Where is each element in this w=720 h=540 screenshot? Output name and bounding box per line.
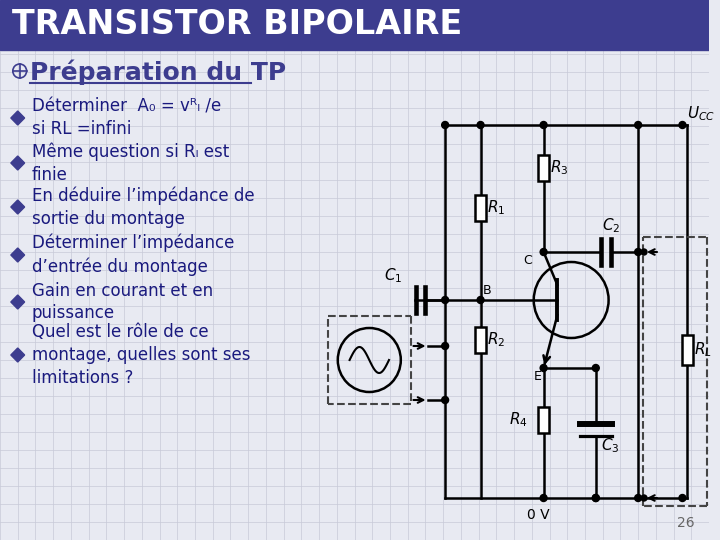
Text: Quel est le rôle de ce
montage, quelles sont ses
limitations ?: Quel est le rôle de ce montage, quelles … [32, 323, 250, 387]
Text: Même question si Rₗ est
finie: Même question si Rₗ est finie [32, 143, 229, 184]
Text: $C_3$: $C_3$ [600, 436, 619, 455]
Polygon shape [11, 156, 24, 170]
Circle shape [441, 122, 449, 129]
Circle shape [540, 495, 547, 502]
Text: $R_2$: $R_2$ [487, 330, 505, 349]
Text: Déterminer  A₀ = vᴿₗ /e
si RL =infini: Déterminer A₀ = vᴿₗ /e si RL =infini [32, 98, 221, 138]
Bar [538, 407, 549, 433]
Polygon shape [11, 111, 24, 125]
Polygon shape [11, 348, 24, 362]
Text: Préparation du TP: Préparation du TP [30, 59, 286, 85]
Circle shape [679, 495, 686, 502]
Text: $R_3$: $R_3$ [551, 159, 569, 177]
Text: En déduire l’impédance de
sortie du montage: En déduire l’impédance de sortie du mont… [32, 186, 254, 228]
Polygon shape [11, 295, 24, 309]
Text: 0 V: 0 V [527, 508, 550, 522]
Text: TRANSISTOR BIPOLAIRE: TRANSISTOR BIPOLAIRE [12, 9, 462, 42]
Circle shape [477, 122, 484, 129]
Circle shape [540, 248, 547, 255]
Text: Gain en courant et en
puissance: Gain en courant et en puissance [32, 281, 212, 322]
Text: Déterminer l’impédance
d’entrée du montage: Déterminer l’impédance d’entrée du monta… [32, 234, 234, 276]
Circle shape [441, 296, 449, 303]
Circle shape [593, 495, 599, 502]
Text: C: C [523, 254, 532, 267]
Circle shape [635, 495, 642, 502]
Text: E: E [534, 370, 541, 383]
Circle shape [593, 495, 599, 502]
Bar [538, 155, 549, 181]
Bar [475, 327, 486, 353]
Circle shape [679, 122, 686, 129]
Bar [475, 195, 486, 221]
Text: $R_L$: $R_L$ [694, 341, 712, 359]
Circle shape [593, 364, 599, 372]
Text: B: B [482, 284, 491, 297]
Text: 26: 26 [677, 516, 694, 530]
Text: $U_{CC}$: $U_{CC}$ [688, 104, 716, 123]
Text: $C_2$: $C_2$ [602, 217, 620, 235]
Circle shape [540, 122, 547, 129]
Polygon shape [11, 248, 24, 262]
Circle shape [540, 364, 547, 372]
Circle shape [441, 396, 449, 403]
Bar [0, 0, 709, 50]
Bar [682, 335, 693, 365]
Polygon shape [11, 200, 24, 214]
Text: $R_4$: $R_4$ [509, 410, 528, 429]
Circle shape [641, 495, 647, 501]
Circle shape [477, 296, 484, 303]
Text: $R_1$: $R_1$ [487, 199, 505, 217]
Circle shape [441, 342, 449, 349]
Circle shape [635, 122, 642, 129]
Circle shape [641, 249, 647, 255]
Circle shape [635, 248, 642, 255]
Text: $C_1$: $C_1$ [384, 266, 402, 285]
